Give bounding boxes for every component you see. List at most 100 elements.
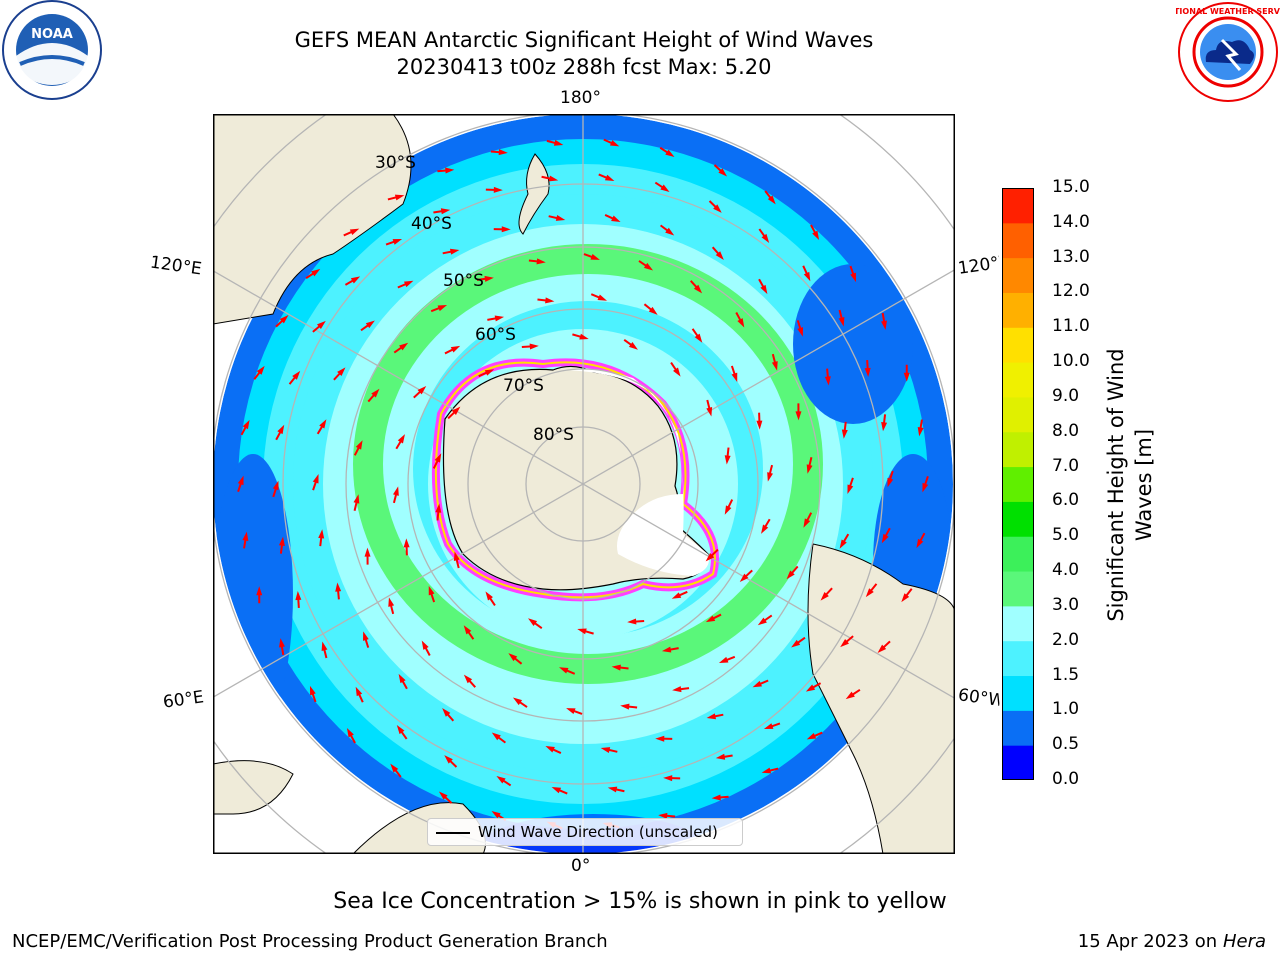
colorbar-segment <box>1002 710 1034 746</box>
lat-label-30s: 30°S <box>375 153 416 173</box>
lat-label-40s: 40°S <box>411 214 452 234</box>
colorbar-border <box>1002 188 1034 780</box>
colorbar-tick-label: 15.0 <box>1052 177 1090 197</box>
wave-direction-arrowhead <box>390 763 399 773</box>
wave-direction-arrowhead <box>355 686 363 697</box>
wave-direction-arrowhead <box>559 667 569 674</box>
wave-direction-arrowhead <box>806 464 813 474</box>
wave-direction-arrowhead <box>434 453 442 463</box>
wave-direction-arrowhead <box>498 149 508 156</box>
wave-direction-arrowhead <box>824 376 831 386</box>
wave-direction-arrowhead <box>864 367 871 378</box>
colorbar-segment <box>1002 292 1034 328</box>
wave-direction-arrowhead <box>362 631 369 641</box>
wave-direction-arrowhead <box>850 272 857 283</box>
colorbar <box>1002 188 1034 780</box>
wave-direction-arrowhead <box>737 318 745 328</box>
new-zealand <box>518 153 550 235</box>
map-title: GEFS MEAN Antarctic Significant Height o… <box>294 28 874 52</box>
colorbar-tick-label: 1.5 <box>1052 664 1080 685</box>
wave-direction-arrowhead <box>579 333 589 340</box>
wave-direction-arrowhead <box>445 167 455 174</box>
wave-direction-arrowhead <box>763 723 774 730</box>
wave-direction-arrowhead <box>881 533 889 544</box>
wave-direction-arrowhead <box>841 429 848 439</box>
wave-direction-arrowhead <box>403 538 410 548</box>
colorbar-tick-label: 1.0 <box>1052 699 1080 720</box>
lon-label-60w: 60°W <box>956 685 1002 711</box>
wave-direction-arrowhead <box>437 305 448 312</box>
wave-direction-arrowhead <box>278 536 285 547</box>
lon-label-120e: 120°E <box>148 252 203 280</box>
colorbar-segment <box>1002 501 1034 537</box>
legend-label: Wind Wave Direction (unscaled) <box>478 823 718 841</box>
nws-logo-text: NATIONAL WEATHER SERVICE <box>1176 7 1280 16</box>
wave-direction-arrowhead <box>761 524 769 534</box>
wave-direction-arrowhead <box>279 315 289 324</box>
graticule <box>213 114 955 854</box>
wave-direction-arrowhead <box>512 697 523 706</box>
wave-direction-arrowhead <box>311 268 321 277</box>
wave-direction-arrowhead <box>715 753 726 760</box>
wave-direction-arrowhead <box>451 406 461 415</box>
polar-map: 30°S 40°S 50°S 60°S 70°S 80°S <box>213 114 955 854</box>
wave-direction-arrowhead <box>917 427 924 437</box>
footer-date: 15 Apr 2023 on Hera <box>1078 931 1266 952</box>
colorbar-tick-label: 0.0 <box>1052 769 1080 789</box>
colorbar-segment <box>1002 396 1034 433</box>
wave-direction-arrowhead <box>440 208 451 215</box>
noaa-logo: NOAA <box>2 0 102 100</box>
wave-direction-arrowhead <box>393 486 399 496</box>
wave-direction-arrowhead <box>485 591 493 601</box>
wave-direction-arrowhead <box>242 531 249 541</box>
colorbar-tick-label: 13.0 <box>1052 246 1090 267</box>
wave-direction-arrowhead <box>494 315 505 322</box>
wave-direction-arrowhead <box>803 271 811 282</box>
wave-direction-arrowhead <box>648 306 658 315</box>
wave-direction-arrowhead <box>484 369 495 376</box>
wave-direction-arrowhead <box>566 708 576 715</box>
wave-direction-arrowhead <box>403 280 414 288</box>
wave-direction-arrowhead <box>655 735 665 742</box>
colorbar-segment <box>1002 222 1034 259</box>
wave-direction-arrowhead <box>672 686 682 693</box>
wave-direction-arrowhead <box>660 184 670 192</box>
wave-direction-arrowhead <box>604 174 615 182</box>
wave-direction-arrowhead <box>838 317 845 327</box>
australia <box>213 114 412 325</box>
wave-direction-arrowhead <box>865 588 874 598</box>
madagascar <box>213 760 294 815</box>
wave-direction-arrowhead <box>600 747 611 753</box>
wave-direction-arrowhead <box>663 775 673 782</box>
wave-direction-arrowhead <box>450 345 461 353</box>
lat-label-50s: 50°S <box>443 271 484 291</box>
legend-line-sample <box>436 832 470 834</box>
colorbar-segment <box>1002 640 1034 677</box>
wave-direction-arrowhead <box>611 664 621 671</box>
wave-direction-arrowhead <box>317 320 326 329</box>
wave-direction-arrowhead <box>597 294 607 301</box>
wave-direction-arrowhead <box>371 388 380 398</box>
wave-direction-arrowhead <box>757 617 767 626</box>
wave-direction-arrowhead <box>442 708 451 717</box>
wave-direction-arrowhead <box>881 320 887 330</box>
wave-direction-arrowhead <box>611 215 621 223</box>
wave-direction-arrowhead <box>350 276 361 284</box>
wave-direction-arrowhead <box>444 755 453 764</box>
colorbar-segment <box>1002 257 1034 293</box>
wave-direction-arrowhead <box>922 482 929 493</box>
wave-direction-arrowhead <box>438 791 448 800</box>
footer-date-text: 15 Apr 2023 on <box>1077 931 1218 952</box>
wave-direction-arrowhead <box>877 644 887 653</box>
wave-direction-arrowhead <box>337 367 346 376</box>
wave-direction-arrowhead <box>620 703 630 710</box>
colorbar-tick-label: 14.0 <box>1052 211 1090 232</box>
colorbar-tick-label: 0.5 <box>1052 734 1080 755</box>
wave-direction-arrowhead <box>805 684 816 692</box>
lat-label-80s: 80°S <box>533 425 574 445</box>
wave-direction-arrowhead <box>756 420 763 430</box>
wave-direction-arrowhead <box>665 227 675 236</box>
wave-direction-arrowhead <box>353 494 360 504</box>
wave-direction-arrowhead <box>553 139 564 146</box>
nws-logo: NATIONAL WEATHER SERVICE <box>1176 2 1280 102</box>
